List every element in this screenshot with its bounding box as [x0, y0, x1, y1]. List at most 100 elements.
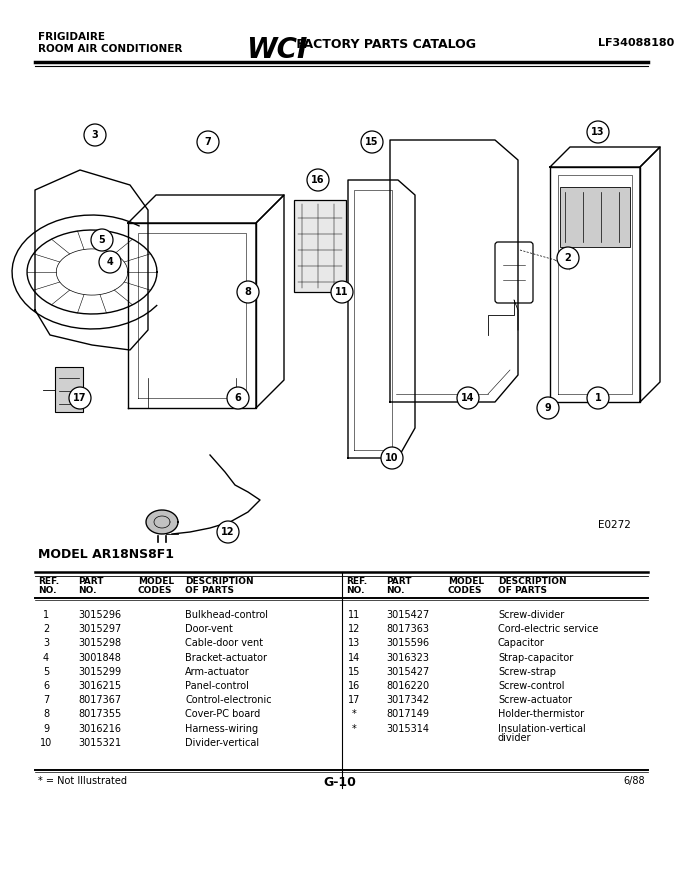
Text: Divider-vertical: Divider-vertical	[185, 738, 259, 748]
Circle shape	[197, 131, 219, 153]
Text: MODEL: MODEL	[138, 577, 174, 586]
Text: 3015321: 3015321	[78, 738, 121, 748]
Text: Screw-divider: Screw-divider	[498, 610, 564, 620]
Text: 6: 6	[235, 393, 241, 403]
Circle shape	[557, 247, 579, 269]
Text: 17: 17	[347, 695, 360, 705]
Text: Harness-wiring: Harness-wiring	[185, 724, 258, 733]
Text: Capacitor: Capacitor	[498, 638, 545, 649]
Text: Holder-thermistor: Holder-thermistor	[498, 709, 584, 719]
Text: * = Not Illustrated: * = Not Illustrated	[38, 776, 127, 786]
Circle shape	[331, 281, 353, 303]
Text: DESCRIPTION: DESCRIPTION	[185, 577, 254, 586]
Text: 7: 7	[205, 137, 211, 147]
Text: Arm-actuator: Arm-actuator	[185, 667, 250, 676]
Text: divider: divider	[498, 733, 532, 743]
Text: 3015297: 3015297	[78, 624, 121, 635]
Text: 3015298: 3015298	[78, 638, 121, 649]
Text: 14: 14	[348, 652, 360, 662]
Text: *: *	[352, 724, 356, 733]
FancyBboxPatch shape	[495, 242, 533, 303]
Text: CODES: CODES	[448, 586, 483, 595]
Text: OF PARTS: OF PARTS	[185, 586, 234, 595]
Text: MODEL: MODEL	[448, 577, 484, 586]
Text: E0272: E0272	[598, 520, 631, 530]
Text: 5: 5	[99, 235, 105, 245]
Text: 3015299: 3015299	[78, 667, 121, 676]
Text: Screw-control: Screw-control	[498, 681, 564, 691]
Text: Screw-actuator: Screw-actuator	[498, 695, 572, 705]
Text: G-10: G-10	[324, 776, 356, 789]
Text: CODES: CODES	[138, 586, 173, 595]
Text: 3016323: 3016323	[386, 652, 429, 662]
FancyBboxPatch shape	[55, 367, 83, 412]
Text: 15: 15	[347, 667, 360, 676]
Text: Strap-capacitor: Strap-capacitor	[498, 652, 573, 662]
Text: NO.: NO.	[38, 586, 56, 595]
Circle shape	[587, 387, 609, 409]
Circle shape	[237, 281, 259, 303]
Text: Door-vent: Door-vent	[185, 624, 233, 635]
Text: 1: 1	[594, 393, 601, 403]
Text: 3015427: 3015427	[386, 610, 429, 620]
Text: 16: 16	[348, 681, 360, 691]
FancyBboxPatch shape	[294, 200, 346, 292]
Text: 5: 5	[43, 667, 49, 676]
Circle shape	[91, 229, 113, 251]
Text: 3015427: 3015427	[386, 667, 429, 676]
Text: 9: 9	[43, 724, 49, 733]
Text: PART: PART	[386, 577, 411, 586]
Text: 3015596: 3015596	[386, 638, 429, 649]
Text: FRIGIDAIRE: FRIGIDAIRE	[38, 32, 105, 42]
Text: 3015296: 3015296	[78, 610, 121, 620]
Text: MODEL AR18NS8F1: MODEL AR18NS8F1	[38, 548, 174, 561]
Text: *: *	[352, 709, 356, 719]
Text: 3015314: 3015314	[386, 724, 429, 733]
Text: NO.: NO.	[386, 586, 405, 595]
Text: 3: 3	[92, 130, 99, 140]
Text: Panel-control: Panel-control	[185, 681, 249, 691]
Text: 12: 12	[347, 624, 360, 635]
Text: FACTORY PARTS CATALOG: FACTORY PARTS CATALOG	[292, 38, 476, 51]
Text: Bracket-actuator: Bracket-actuator	[185, 652, 267, 662]
Text: 8: 8	[43, 709, 49, 719]
Text: OF PARTS: OF PARTS	[498, 586, 547, 595]
Circle shape	[99, 251, 121, 273]
Text: REF.: REF.	[346, 577, 367, 586]
Text: 6/88: 6/88	[624, 776, 645, 786]
Text: 4: 4	[43, 652, 49, 662]
Circle shape	[587, 121, 609, 143]
Circle shape	[381, 447, 403, 469]
Text: 14: 14	[461, 393, 475, 403]
Text: Control-electronic: Control-electronic	[185, 695, 271, 705]
Text: Cable-door vent: Cable-door vent	[185, 638, 263, 649]
Text: 4: 4	[107, 257, 114, 267]
Text: 12: 12	[221, 527, 235, 537]
Text: Bulkhead-control: Bulkhead-control	[185, 610, 268, 620]
Circle shape	[84, 124, 106, 146]
Text: 2: 2	[564, 253, 571, 263]
Circle shape	[307, 169, 329, 191]
Circle shape	[217, 521, 239, 543]
Text: 13: 13	[348, 638, 360, 649]
Circle shape	[361, 131, 383, 153]
Text: 8016220: 8016220	[386, 681, 429, 691]
Text: NO.: NO.	[346, 586, 364, 595]
Text: 13: 13	[591, 127, 605, 137]
Text: NO.: NO.	[78, 586, 97, 595]
Text: ROOM AIR CONDITIONER: ROOM AIR CONDITIONER	[38, 44, 182, 54]
Polygon shape	[146, 510, 178, 534]
Circle shape	[69, 387, 91, 409]
Text: 17: 17	[73, 393, 87, 403]
Text: LF34088180: LF34088180	[598, 38, 675, 48]
Text: PART: PART	[78, 577, 103, 586]
Text: 10: 10	[40, 738, 52, 748]
FancyBboxPatch shape	[560, 187, 630, 247]
Text: 3001848: 3001848	[78, 652, 121, 662]
Text: Screw-strap: Screw-strap	[498, 667, 556, 676]
Text: WCI: WCI	[246, 36, 307, 64]
Text: REF.: REF.	[38, 577, 59, 586]
Text: Cord-electric service: Cord-electric service	[498, 624, 598, 635]
Text: 2: 2	[43, 624, 49, 635]
Text: 8017367: 8017367	[78, 695, 121, 705]
